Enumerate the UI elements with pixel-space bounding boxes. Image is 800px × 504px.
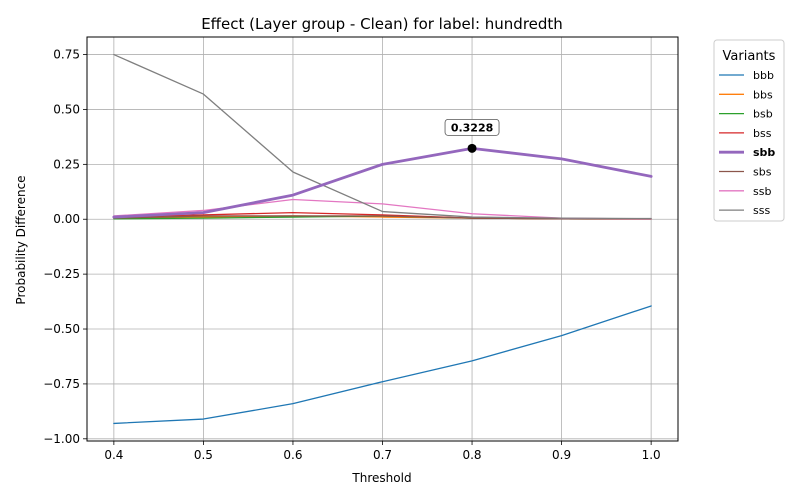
- y-axis-label: Probability Difference: [14, 175, 28, 304]
- annotation-box: [444, 118, 500, 136]
- legend-title: Variants: [723, 49, 776, 64]
- y-tick-label: −1.00: [43, 432, 80, 446]
- y-tick-label: −0.75: [43, 377, 80, 391]
- legend-label-bss: bss: [753, 127, 772, 140]
- legend-label-sss: sss: [753, 204, 770, 217]
- y-tick-label: 0.00: [53, 212, 80, 226]
- y-axis-ticks: −1.00 −0.75 −0.50 −0.25 0.00 0.25 0.50 0.75: [43, 48, 87, 446]
- x-tick-label: 1.0: [642, 448, 661, 462]
- series-line-bbb: [113, 305, 652, 425]
- legend-label-bbb: bbb: [753, 69, 774, 82]
- y-tick-label: 0.50: [53, 102, 80, 116]
- highlight-point: [467, 143, 477, 153]
- legend-box: [713, 39, 785, 222]
- legend-label-sbb: sbb: [753, 146, 775, 159]
- grid: [87, 37, 678, 441]
- series-line-sbs: [113, 215, 652, 220]
- legend: Variants bbb bbs bsb bss sbb sbs ssb sss: [713, 39, 785, 222]
- y-tick-label: −0.50: [43, 322, 80, 336]
- legend-label-bsb: bsb: [753, 108, 773, 121]
- x-tick-label: 0.4: [104, 448, 123, 462]
- series-lines: [112, 53, 653, 425]
- x-tick-label: 0.6: [283, 448, 302, 462]
- series-line-sss: [113, 53, 652, 220]
- series-line-sbb: [112, 146, 653, 219]
- y-tick-label: 0.75: [53, 48, 80, 62]
- legend-label-bbs: bbs: [753, 88, 773, 101]
- x-axis-label: Threshold: [351, 471, 411, 485]
- annotations: 0.3228: [444, 118, 500, 153]
- x-tick-label: 0.5: [194, 448, 213, 462]
- chart-title: Effect (Layer group - Clean) for label: …: [201, 15, 563, 33]
- legend-label-sbs: sbs: [753, 166, 772, 179]
- legend-label-ssb: ssb: [753, 185, 771, 198]
- x-tick-label: 0.8: [462, 448, 481, 462]
- legend-items: bbb bbs bsb bss sbb sbs ssb sss: [719, 69, 775, 217]
- y-tick-label: 0.25: [53, 157, 80, 171]
- x-axis-ticks: 0.4 0.5 0.6 0.7 0.8 0.9 1.0: [104, 441, 661, 462]
- x-tick-label: 0.9: [552, 448, 571, 462]
- y-tick-label: −0.25: [43, 267, 80, 281]
- x-tick-label: 0.7: [373, 448, 392, 462]
- annotation-label: 0.3228: [451, 121, 493, 134]
